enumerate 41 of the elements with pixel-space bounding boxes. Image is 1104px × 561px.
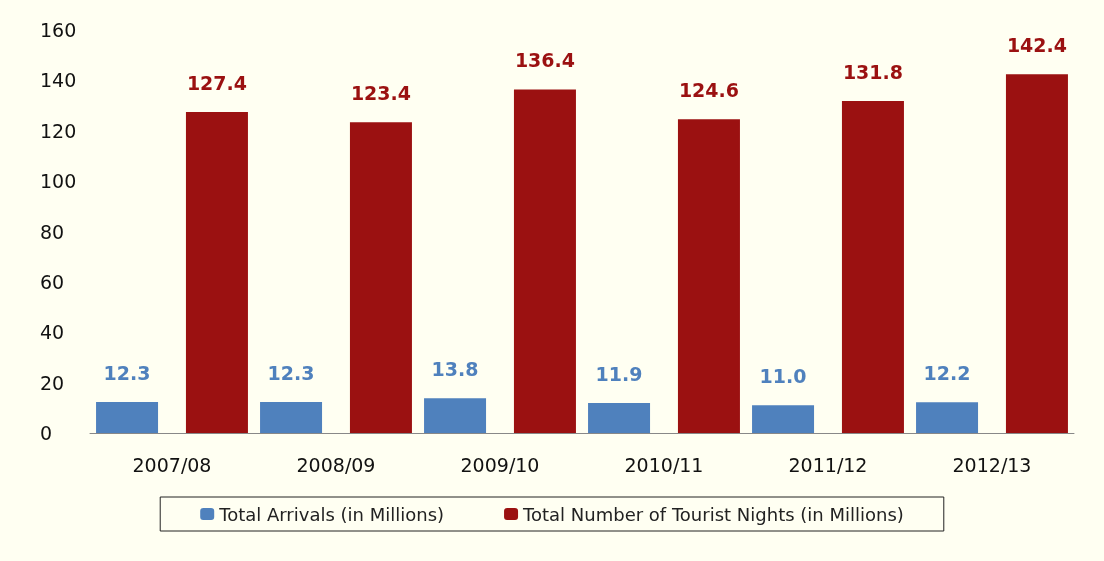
bar [513,89,576,433]
bar [185,112,248,433]
bar [1005,74,1068,433]
bar [677,119,740,433]
x-tick-label: 2010/11 [624,453,704,476]
legend-label: Total Number of Tourist Nights (in Millions) [522,503,904,525]
data-label: 142.4 [1006,33,1067,56]
bar [752,405,815,433]
y-tick-label: 40 [40,321,65,344]
bar [588,403,651,433]
x-tick-label: 2007/08 [132,453,212,476]
bar [260,402,323,433]
y-tick-label: 140 [40,69,77,92]
data-label: 136.4 [514,48,575,71]
y-tick-label: 80 [40,220,65,243]
y-tick-label: 0 [40,422,53,444]
y-tick-label: 60 [40,270,65,293]
bar [96,402,159,433]
y-tick-label: 100 [40,170,77,193]
bar [349,122,412,433]
legend-label: Total Arrivals (in Millions) [218,503,445,525]
bar [424,398,487,433]
y-tick-label: 20 [40,371,65,394]
data-label: 12.3 [103,361,151,384]
x-tick-label: 2012/13 [952,453,1032,476]
data-label: 11.9 [595,362,643,385]
y-tick-label: 160 [40,19,77,41]
data-label: 11.0 [759,364,807,387]
x-tick-label: 2011/12 [788,453,868,476]
x-tick-label: 2009/10 [460,453,540,476]
y-tick-label: 120 [40,119,77,142]
data-label: 127.4 [186,71,247,94]
data-label: 12.2 [923,361,971,384]
bar [916,402,979,433]
data-label: 124.6 [678,78,739,101]
bar [841,101,904,433]
data-label: 13.8 [431,357,479,380]
x-tick-label: 2008/09 [296,453,376,476]
data-label: 12.3 [267,361,315,384]
data-label: 131.8 [842,60,903,83]
data-label: 123.4 [350,81,411,104]
